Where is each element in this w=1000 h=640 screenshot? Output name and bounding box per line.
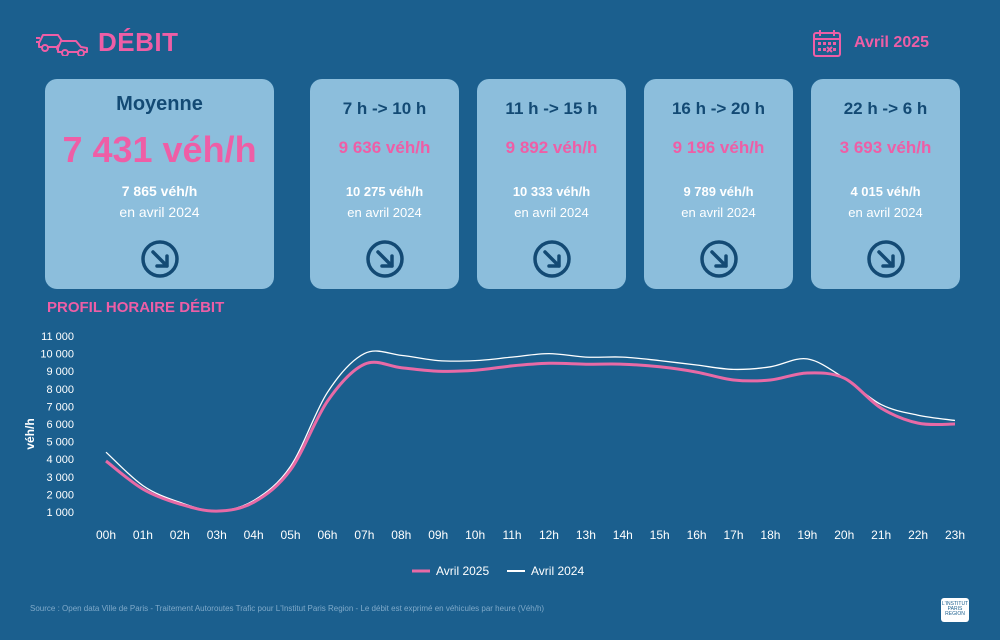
x-tick-label: 13h	[576, 528, 596, 542]
institut-logo: L'INSTITUT PARIS REGION	[941, 598, 969, 622]
y-tick-label: 11 000	[41, 331, 74, 343]
card-value: 9 196 véh/h	[672, 138, 765, 157]
card-previous-label: en avril 2024	[347, 205, 422, 220]
y-tick-label: 9 000	[46, 366, 74, 378]
x-tick-label: 09h	[428, 528, 448, 542]
hourly-flow-chart: véh/h 1 000 2 000 3 000 4 000 5 000 6 000 7 000…	[23, 331, 965, 578]
card-value: 9 892 véh/h	[505, 138, 598, 157]
x-tick-label: 15h	[650, 528, 670, 542]
card-title: 7 h -> 10 h	[342, 99, 427, 118]
arrow-down-right-circle-icon	[140, 240, 179, 278]
x-tick-label: 16h	[687, 528, 707, 542]
period-card-midday: 11 h -> 15 h 9 892 véh/h 10 333 véh/h en…	[477, 79, 626, 289]
legend-label: Avril 2024	[531, 564, 584, 578]
card-title: 11 h -> 15 h	[505, 99, 598, 118]
x-tick-label: 08h	[391, 528, 411, 542]
x-tick-label: 05h	[281, 528, 301, 542]
x-tick-label: 17h	[724, 528, 744, 542]
arrow-down-right-circle-icon	[532, 240, 571, 278]
period-card-evening: 16 h -> 20 h 9 196 véh/h 9 789 véh/h en …	[644, 79, 793, 289]
legend-label: Avril 2025	[436, 564, 489, 578]
chart-title: PROFIL HORAIRE DÉBIT	[47, 299, 225, 316]
period-card-night: 22 h -> 6 h 3 693 véh/h 4 015 véh/h en a…	[811, 79, 960, 289]
x-tick-label: 04h	[244, 528, 264, 542]
x-tick-label: 21h	[871, 528, 891, 542]
x-tick-label: 19h	[797, 528, 817, 542]
y-tick-label: 6 000	[46, 419, 74, 431]
y-tick-label: 5 000	[46, 437, 74, 449]
x-tick-label: 20h	[834, 528, 854, 542]
x-tick-label: 12h	[539, 528, 559, 542]
x-tick-label: 02h	[170, 528, 190, 542]
x-tick-label: 14h	[613, 528, 633, 542]
x-tick-label: 18h	[760, 528, 780, 542]
calendar-icon	[813, 30, 841, 57]
card-previous-label: en avril 2024	[681, 205, 756, 220]
card-previous-label: en avril 2024	[848, 205, 923, 220]
traffic-cars-icon	[36, 34, 88, 56]
y-tick-label: 8 000	[46, 384, 74, 396]
source-note: Source : Open data Ville de Paris - Trai…	[30, 604, 545, 613]
y-tick-label: 2 000	[46, 489, 74, 501]
logo-line: REGION	[945, 611, 965, 617]
arrow-down-right-circle-icon	[699, 240, 738, 278]
y-tick-label: 4 000	[46, 454, 74, 466]
card-previous-label: en avril 2024	[514, 205, 589, 220]
y-tick-label: 10 000	[40, 349, 74, 361]
card-value: 7 431 véh/h	[62, 129, 257, 170]
x-tick-label: 10h	[465, 528, 485, 542]
y-tick-label: 1 000	[46, 507, 74, 519]
y-tick-label: 7 000	[46, 401, 74, 413]
x-tick-label: 23h	[945, 528, 965, 542]
series-line-2025	[105, 360, 956, 513]
x-tick-label: 03h	[207, 528, 227, 542]
logo-line: L'INSTITUT	[941, 601, 969, 607]
series-line-2024	[105, 350, 956, 512]
x-tick-label: 11h	[502, 528, 521, 542]
card-previous-value: 9 789 véh/h	[683, 184, 754, 199]
card-value: 3 693 véh/h	[839, 138, 932, 157]
card-title: Moyenne	[116, 93, 203, 115]
page-title: DÉBIT	[98, 27, 179, 57]
arrow-down-right-circle-icon	[866, 240, 905, 278]
x-tick-label: 00h	[96, 528, 116, 542]
card-previous-value: 7 865 véh/h	[121, 183, 198, 199]
card-previous-value: 10 333 véh/h	[512, 184, 591, 199]
period-card-morning: 7 h -> 10 h 9 636 véh/h 10 275 véh/h en …	[310, 79, 459, 289]
card-previous-value: 10 275 véh/h	[345, 184, 424, 199]
arrow-down-right-circle-icon	[365, 240, 404, 278]
card-previous-value: 4 015 véh/h	[850, 184, 921, 199]
month-label: Avril 2025	[854, 34, 930, 51]
x-tick-label: 01h	[133, 528, 153, 542]
logo-line: PARIS	[947, 606, 963, 612]
y-tick-label: 3 000	[46, 472, 74, 484]
x-tick-label: 22h	[908, 528, 928, 542]
card-title: 22 h -> 6 h	[843, 99, 928, 118]
y-axis-label: véh/h	[23, 418, 37, 449]
x-tick-label: 06h	[317, 528, 337, 542]
card-title: 16 h -> 20 h	[671, 99, 766, 118]
average-card: Moyenne 7 431 véh/h 7 865 véh/h en avril…	[45, 79, 274, 289]
x-tick-label: 07h	[354, 528, 374, 542]
card-previous-label: en avril 2024	[119, 204, 200, 220]
card-value: 9 636 véh/h	[338, 138, 431, 157]
